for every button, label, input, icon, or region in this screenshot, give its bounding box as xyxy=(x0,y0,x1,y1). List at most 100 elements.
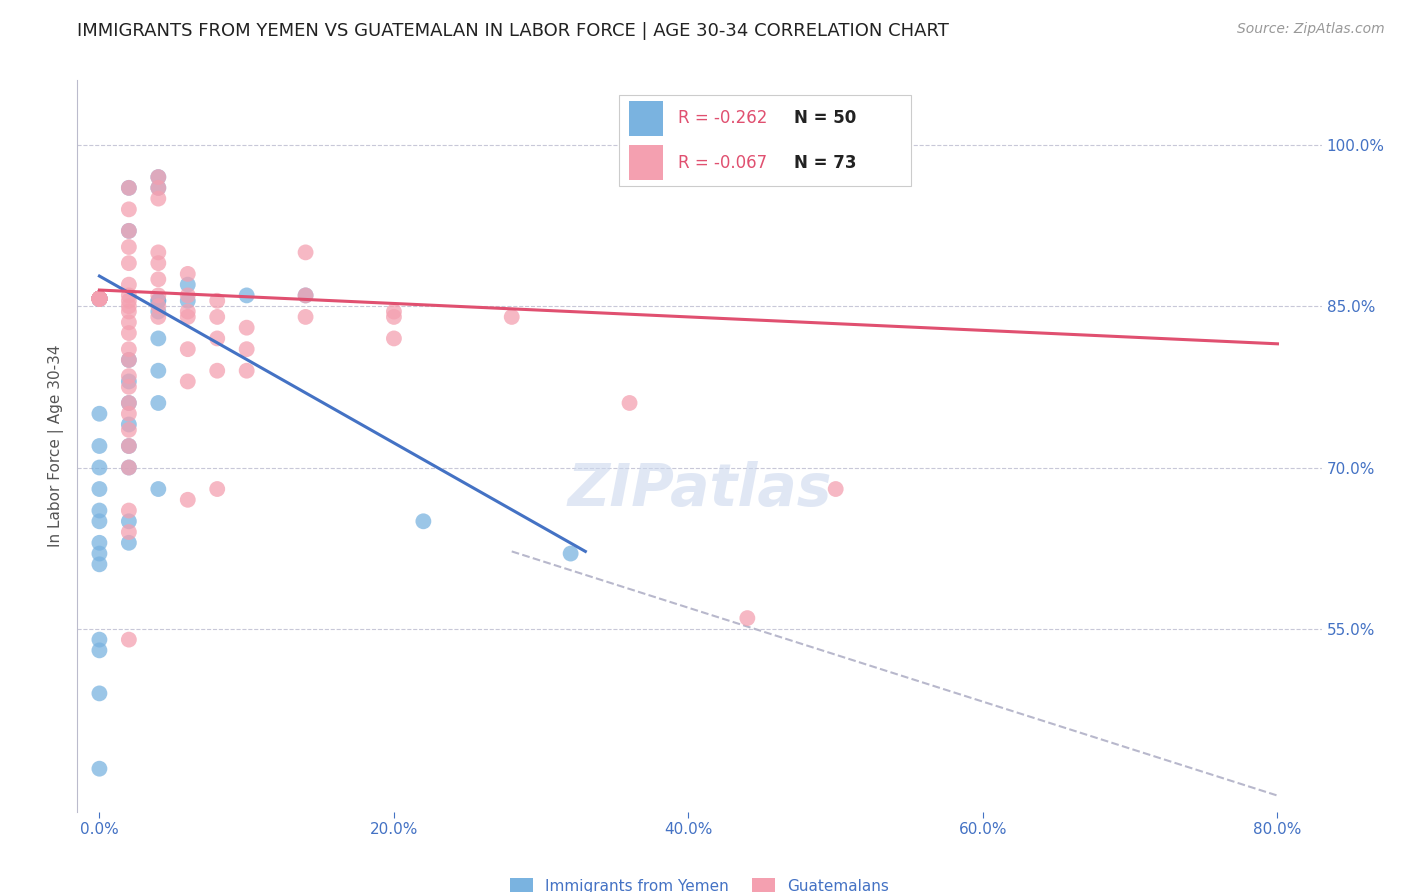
Point xyxy=(148,245,170,260)
Point xyxy=(118,375,141,389)
Point xyxy=(294,245,316,260)
Point xyxy=(235,288,257,302)
Point xyxy=(235,364,257,378)
Point xyxy=(177,304,200,318)
Point xyxy=(148,192,170,206)
Text: R = -0.262: R = -0.262 xyxy=(678,110,768,128)
Point xyxy=(148,181,170,195)
Point xyxy=(118,460,141,475)
Text: Source: ZipAtlas.com: Source: ZipAtlas.com xyxy=(1237,22,1385,37)
Point xyxy=(560,547,582,561)
Point xyxy=(89,292,111,306)
Point xyxy=(89,292,111,306)
Point xyxy=(177,492,200,507)
Point xyxy=(118,277,141,292)
Legend: Immigrants from Yemen, Guatemalans: Immigrants from Yemen, Guatemalans xyxy=(503,872,896,892)
Point xyxy=(148,170,170,185)
Point xyxy=(89,292,111,306)
Point xyxy=(118,224,141,238)
Point xyxy=(89,292,111,306)
Point xyxy=(89,536,111,550)
Point xyxy=(89,292,111,306)
Point xyxy=(89,686,111,700)
Point xyxy=(148,181,170,195)
Point xyxy=(89,503,111,517)
Point xyxy=(118,353,141,368)
Point xyxy=(89,292,111,306)
Point xyxy=(177,267,200,281)
Point xyxy=(177,277,200,292)
Point xyxy=(148,288,170,302)
Text: R = -0.067: R = -0.067 xyxy=(678,154,768,172)
Point xyxy=(118,315,141,329)
Point xyxy=(89,547,111,561)
Point xyxy=(118,632,141,647)
Point xyxy=(148,310,170,324)
Point xyxy=(205,331,228,345)
Point xyxy=(89,292,111,306)
Point xyxy=(737,611,759,625)
Point xyxy=(177,375,200,389)
Point xyxy=(148,256,170,270)
Point xyxy=(148,272,170,286)
Point xyxy=(89,643,111,657)
Text: ZIPatlas: ZIPatlas xyxy=(567,461,832,518)
Text: N = 50: N = 50 xyxy=(794,110,856,128)
Point xyxy=(148,293,170,308)
Point xyxy=(205,310,228,324)
Point xyxy=(89,632,111,647)
Point xyxy=(89,292,111,306)
Point xyxy=(118,288,141,302)
Point xyxy=(118,536,141,550)
Point xyxy=(89,292,111,306)
Point xyxy=(294,310,316,324)
Point xyxy=(89,558,111,572)
Point xyxy=(824,482,846,496)
Point xyxy=(118,396,141,410)
Point xyxy=(89,292,111,306)
Point xyxy=(294,288,316,302)
Point xyxy=(177,342,200,356)
Point xyxy=(89,407,111,421)
Point xyxy=(148,304,170,318)
Point xyxy=(118,202,141,217)
Point xyxy=(235,320,257,334)
Point xyxy=(235,342,257,356)
Point xyxy=(89,292,111,306)
Point xyxy=(118,407,141,421)
Point xyxy=(89,292,111,306)
Point xyxy=(118,256,141,270)
Point xyxy=(205,293,228,308)
Point xyxy=(89,762,111,776)
Point xyxy=(89,460,111,475)
Point xyxy=(148,331,170,345)
Point xyxy=(89,482,111,496)
Text: N = 73: N = 73 xyxy=(794,154,856,172)
Point xyxy=(148,293,170,308)
Point xyxy=(148,170,170,185)
Point xyxy=(148,364,170,378)
Point xyxy=(89,514,111,528)
Point xyxy=(619,396,641,410)
Point xyxy=(148,299,170,313)
Point xyxy=(89,292,111,306)
Point xyxy=(382,310,405,324)
FancyBboxPatch shape xyxy=(619,95,911,186)
Point xyxy=(89,292,111,306)
Point xyxy=(148,396,170,410)
Point xyxy=(118,439,141,453)
Point xyxy=(501,310,523,324)
Point xyxy=(118,181,141,195)
Text: IMMIGRANTS FROM YEMEN VS GUATEMALAN IN LABOR FORCE | AGE 30-34 CORRELATION CHART: IMMIGRANTS FROM YEMEN VS GUATEMALAN IN L… xyxy=(77,22,949,40)
Point xyxy=(118,353,141,368)
Point xyxy=(89,439,111,453)
Point xyxy=(89,292,111,306)
Point xyxy=(294,288,316,302)
Point xyxy=(118,342,141,356)
Point xyxy=(118,326,141,340)
Point xyxy=(89,292,111,306)
Point xyxy=(118,299,141,313)
Point xyxy=(89,292,111,306)
Point xyxy=(382,331,405,345)
Point xyxy=(118,293,141,308)
